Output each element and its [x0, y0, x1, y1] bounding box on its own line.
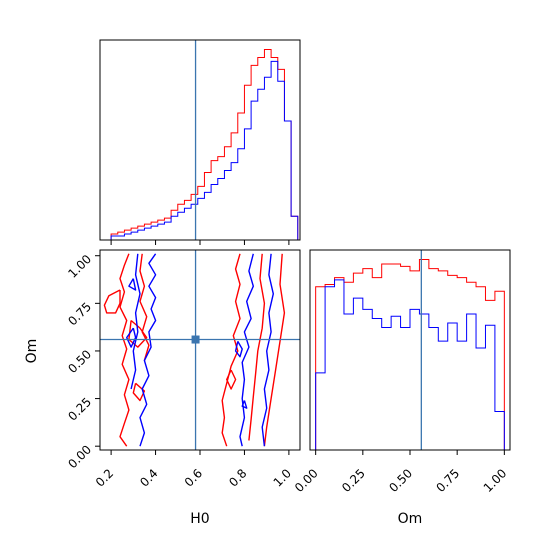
joint-ytick-label: 0.75 [65, 300, 94, 329]
contour-red [248, 253, 266, 441]
y-axis-label-om: Om [24, 339, 40, 364]
joint-xtick-label: 1.0 [271, 466, 294, 489]
h0-marginal-hist-red [110, 49, 299, 240]
joint-contours [103, 253, 286, 447]
contour-blue [239, 253, 254, 447]
om-marginal-xtick-label: 0.25 [339, 466, 368, 495]
contour-red [226, 369, 237, 390]
joint-ytick-label: 1.00 [65, 252, 94, 281]
contour-blue [234, 341, 243, 358]
contour-blue [128, 278, 137, 291]
h0-marginal-panel [99, 39, 301, 245]
joint-xtick-label: 0.4 [137, 466, 160, 489]
contour-blue [241, 400, 248, 409]
x-axis-label-h0: H0 [190, 511, 209, 527]
contour-red [139, 253, 150, 361]
contour-red [119, 253, 130, 447]
contour-blue [130, 253, 141, 390]
joint-ytick-label: 0.25 [65, 395, 94, 424]
joint-xtick-label: 0.6 [182, 466, 205, 489]
joint-xtick-label: 0.2 [93, 466, 116, 489]
joint-ytick-label: 0.50 [65, 347, 94, 376]
truth-marker [191, 335, 200, 344]
contour-blue [261, 253, 274, 447]
contour-red [103, 289, 121, 314]
h0-marginal-hist-blue [110, 60, 299, 240]
om-marginal-hist-blue [315, 279, 505, 450]
contour-red [128, 319, 148, 348]
om-marginal-xtick-label: 0.00 [292, 466, 321, 495]
h0-marginal-frame [99, 39, 301, 241]
om-marginal-xtick-label: 1.00 [481, 466, 510, 495]
contour-red [263, 253, 286, 447]
contour-red [221, 253, 241, 447]
joint-ytick-label: 0.00 [65, 442, 94, 471]
om-marginal-xtick-label: 0.50 [386, 466, 415, 495]
om-marginal-xtick-label: 0.75 [433, 466, 462, 495]
joint-xtick-label: 0.8 [226, 466, 249, 489]
contour-red [132, 382, 146, 402]
om-marginal-panel: 0.00 0.25 0.50 0.75 1.00 [292, 249, 511, 495]
contour-blue [126, 327, 137, 348]
x-axis-label-om: Om [398, 511, 423, 527]
h0-om-joint-panel: 0.2 0.4 0.6 0.8 1.0 0.00 0.25 0.50 0.75 1.00 [65, 249, 301, 490]
